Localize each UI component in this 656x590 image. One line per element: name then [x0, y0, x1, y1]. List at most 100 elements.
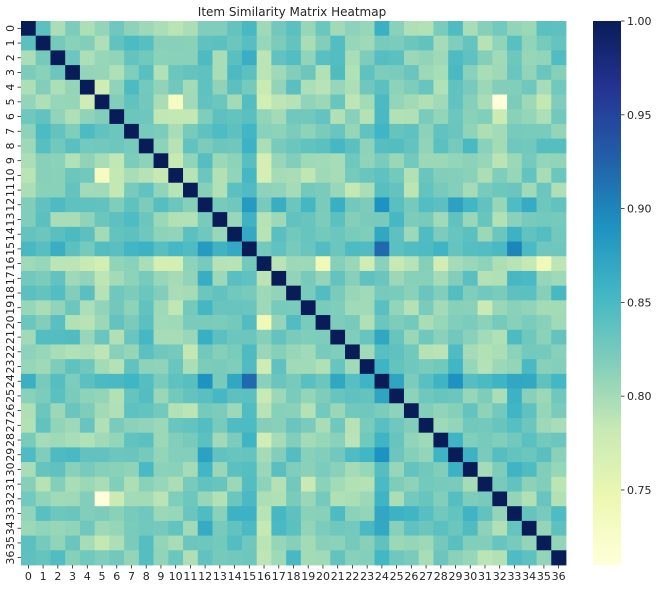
- heatmap-cell: [271, 109, 287, 125]
- y-tick-label: 9: [4, 157, 17, 164]
- heatmap-cell: [94, 168, 110, 184]
- heatmap-cell: [536, 388, 552, 404]
- heatmap-cell: [256, 329, 272, 345]
- heatmap-cell: [65, 212, 81, 228]
- heatmap-cell: [183, 432, 199, 448]
- heatmap-cell: [168, 256, 184, 272]
- heatmap-cell: [389, 373, 405, 389]
- heatmap-cell: [227, 403, 243, 419]
- x-tick-label: 18: [287, 570, 301, 583]
- heatmap-cell: [345, 153, 361, 169]
- heatmap-cell: [138, 138, 154, 154]
- heatmap-cell: [168, 300, 184, 316]
- heatmap-cell: [462, 491, 479, 507]
- heatmap-cell: [153, 417, 169, 434]
- heatmap-cell: [212, 50, 228, 66]
- heatmap-cell: [94, 359, 110, 375]
- heatmap-cell: [65, 79, 81, 95]
- heatmap-cell: [389, 21, 405, 37]
- heatmap-cell: [21, 285, 37, 301]
- heatmap-cell: [94, 94, 110, 110]
- heatmap-cell: [153, 432, 169, 448]
- heatmap-cell: [551, 197, 567, 213]
- heatmap-cell: [300, 388, 316, 404]
- heatmap-cell: [536, 270, 552, 287]
- heatmap-cell: [241, 344, 258, 360]
- heatmap-cell: [286, 462, 302, 478]
- heatmap-cell: [536, 476, 552, 492]
- heatmap-cell: [241, 535, 258, 551]
- heatmap-cell: [286, 359, 302, 375]
- heatmap-cell: [109, 417, 125, 434]
- heatmap-cell: [168, 388, 184, 404]
- heatmap-cell: [433, 285, 449, 301]
- heatmap-cell: [551, 109, 567, 125]
- heatmap-cell: [212, 109, 228, 125]
- heatmap-cell: [507, 50, 523, 66]
- heatmap-cell: [433, 432, 449, 448]
- heatmap-cell: [492, 315, 508, 331]
- heatmap-cell: [448, 94, 464, 110]
- heatmap-cell: [124, 359, 140, 375]
- heatmap-cell: [403, 388, 420, 404]
- heatmap-cell: [65, 506, 81, 522]
- colorbar-tick-label: 0.75: [627, 484, 652, 497]
- heatmap-cell: [359, 35, 375, 51]
- heatmap-cell: [153, 226, 169, 242]
- heatmap-cell: [315, 256, 331, 272]
- heatmap-cell: [35, 123, 51, 140]
- heatmap-cell: [403, 344, 420, 360]
- heatmap-cell: [403, 50, 420, 66]
- heatmap-cell: [168, 94, 184, 110]
- heatmap-cell: [79, 94, 96, 110]
- heatmap-cell: [241, 21, 258, 37]
- heatmap-cell: [256, 212, 272, 228]
- heatmap-cell: [374, 256, 390, 272]
- y-tick-label: 16: [4, 257, 17, 271]
- heatmap-cell: [345, 388, 361, 404]
- heatmap-cell: [124, 329, 140, 345]
- heatmap-cell: [315, 300, 331, 316]
- heatmap-cell: [241, 65, 258, 81]
- heatmap-cell: [271, 94, 287, 110]
- heatmap-cell: [183, 373, 199, 389]
- heatmap-cell: [507, 226, 523, 242]
- heatmap-cell: [418, 241, 434, 257]
- heatmap-cell: [153, 256, 169, 272]
- heatmap-cell: [138, 123, 154, 140]
- heatmap-cell: [271, 197, 287, 213]
- heatmap-cell: [315, 197, 331, 213]
- heatmap-cell: [153, 79, 169, 95]
- heatmap-cell: [227, 550, 243, 566]
- heatmap-cell: [35, 35, 51, 51]
- heatmap-cell: [227, 79, 243, 95]
- heatmap-cell: [300, 197, 316, 213]
- heatmap-cell: [551, 447, 567, 463]
- heatmap-cell: [21, 94, 37, 110]
- heatmap-cell: [271, 182, 287, 198]
- heatmap-cell: [448, 550, 464, 566]
- heatmap-cell: [359, 212, 375, 228]
- heatmap-cell: [448, 270, 464, 287]
- heatmap-cell: [477, 535, 493, 551]
- heatmap-cell: [79, 373, 96, 389]
- heatmap-cell: [286, 65, 302, 81]
- heatmap-cell: [109, 300, 125, 316]
- heatmap-cell: [256, 506, 272, 522]
- heatmap-cell: [241, 403, 258, 419]
- heatmap-cell: [168, 197, 184, 213]
- heatmap-cell: [21, 506, 37, 522]
- heatmap-cell: [153, 212, 169, 228]
- heatmap-cell: [124, 432, 140, 448]
- heatmap-cell: [536, 447, 552, 463]
- heatmap-cell: [492, 241, 508, 257]
- heatmap-cell: [168, 447, 184, 463]
- heatmap-cell: [50, 197, 66, 213]
- heatmap-cell: [551, 388, 567, 404]
- heatmap-cell: [79, 182, 96, 198]
- heatmap-cell: [138, 344, 154, 360]
- heatmap-cell: [551, 432, 567, 448]
- heatmap-cell: [35, 359, 51, 375]
- heatmap-cell: [492, 21, 508, 37]
- heatmap-cell: [507, 35, 523, 51]
